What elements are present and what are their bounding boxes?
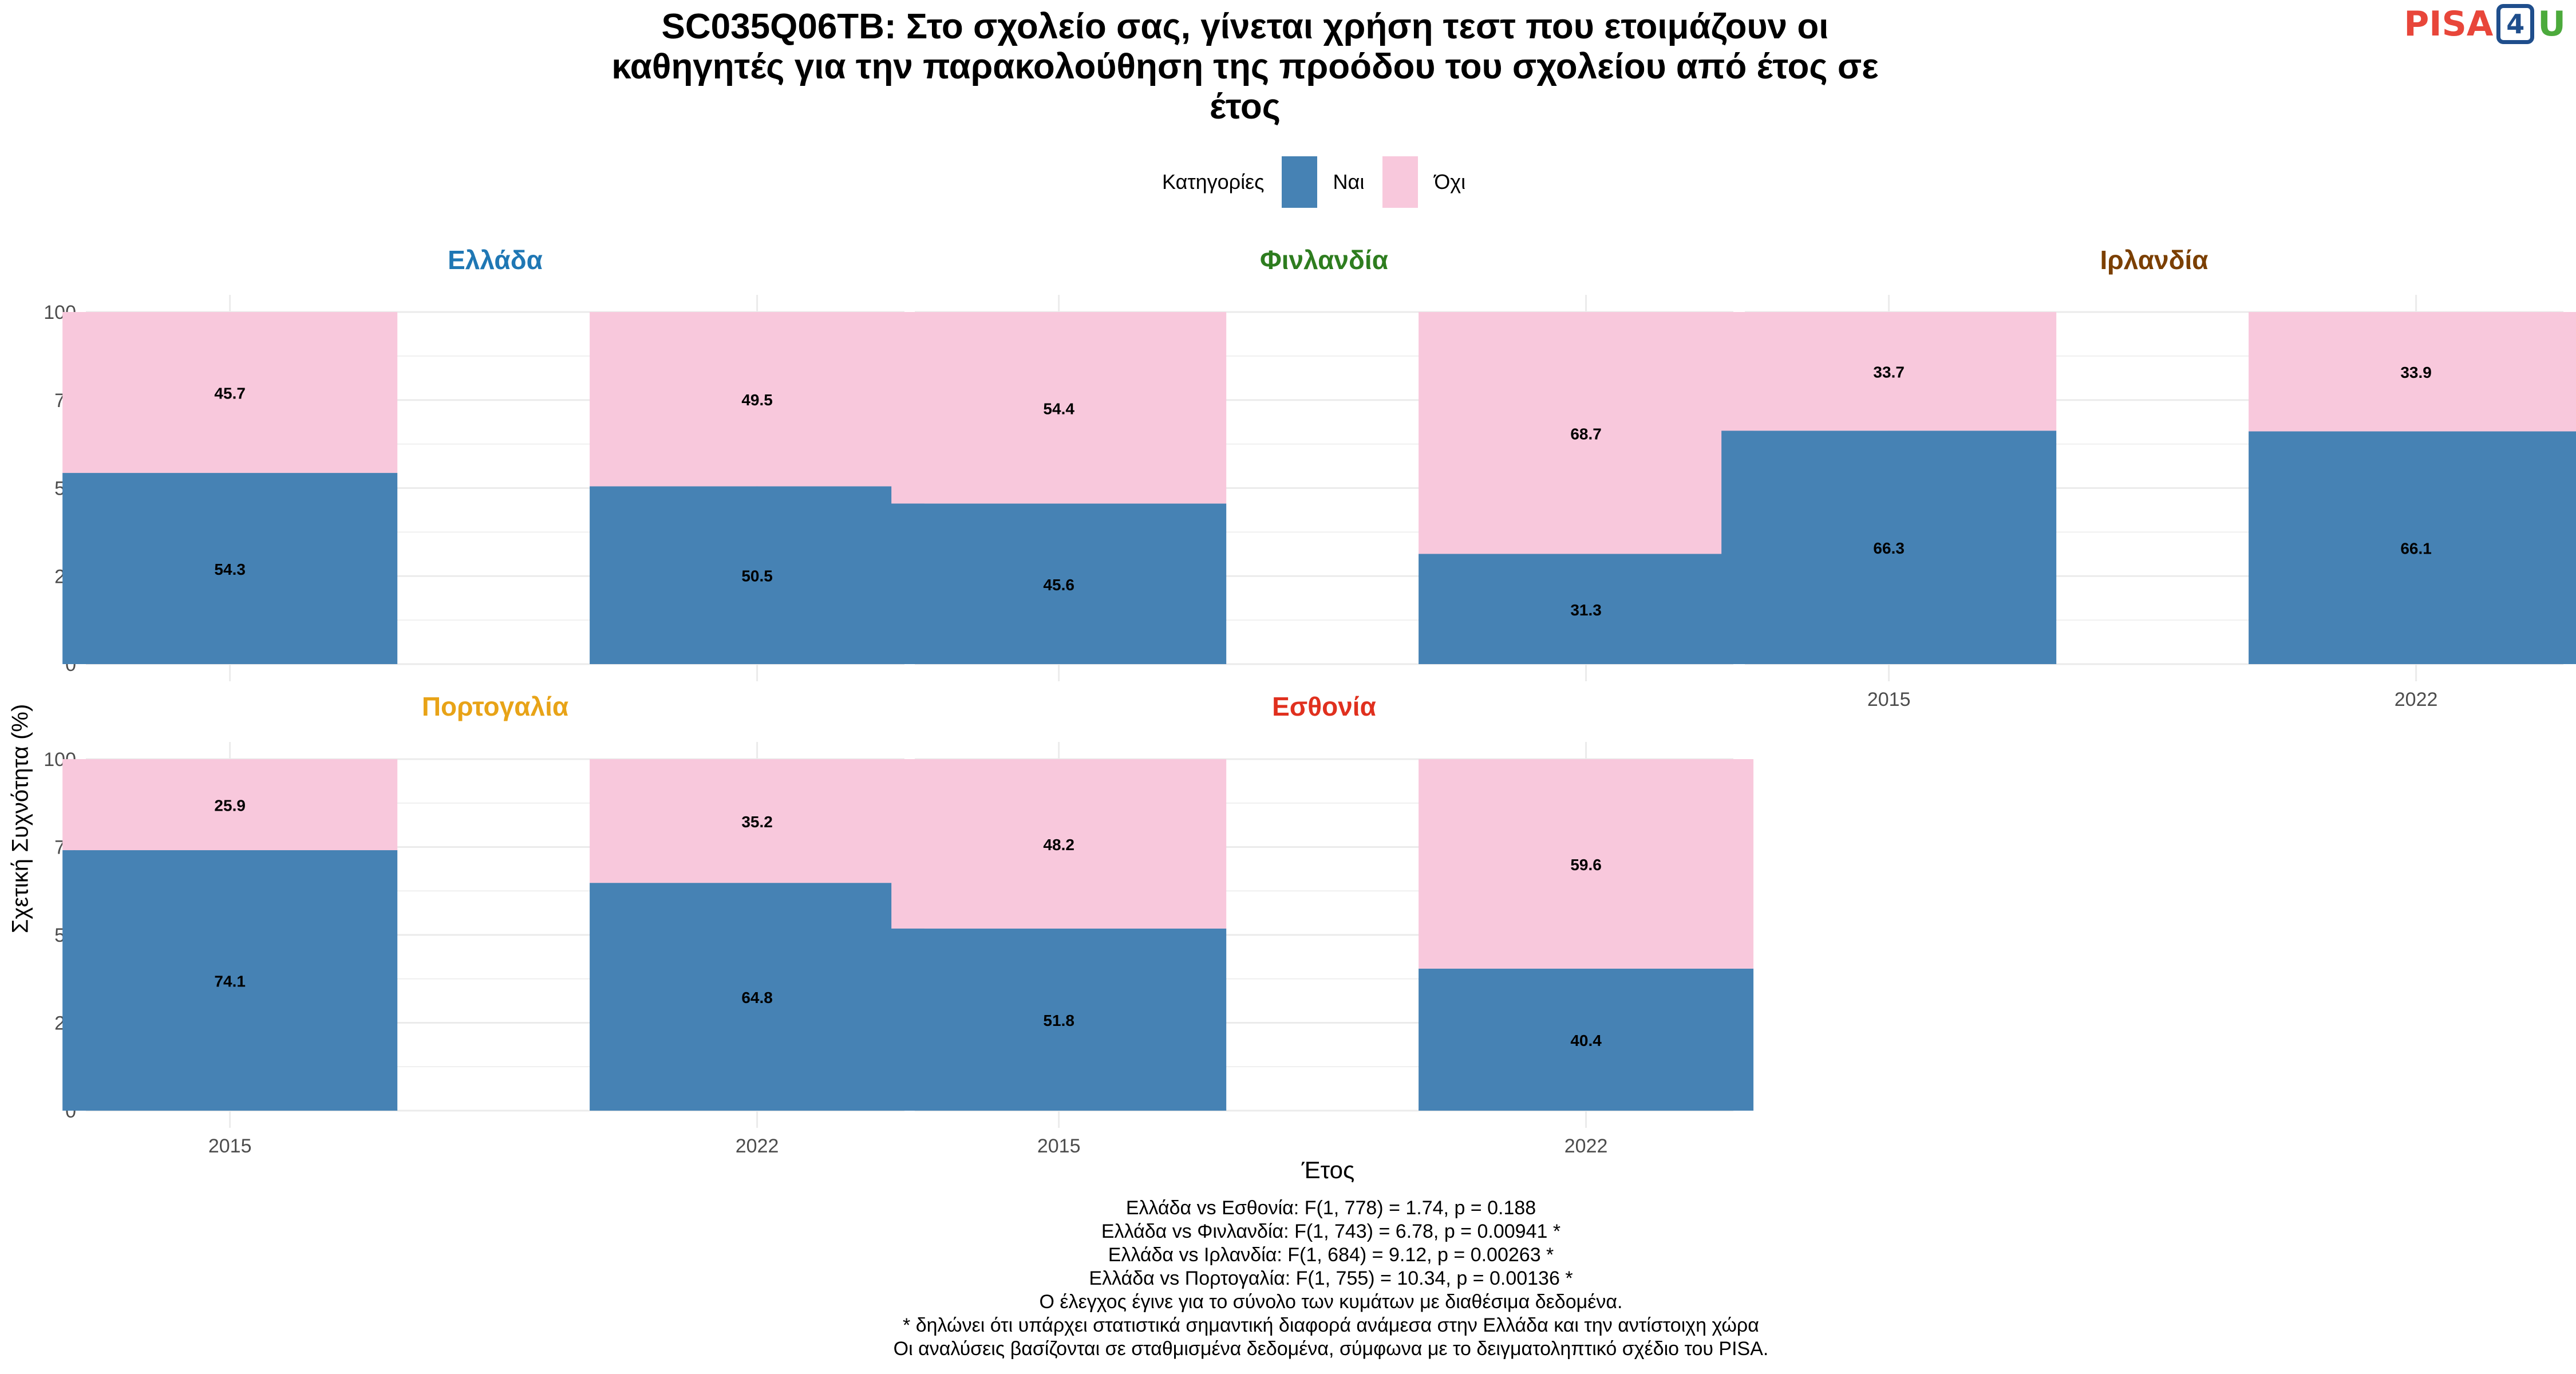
- data-label-yes: 45.6: [1043, 576, 1074, 594]
- title-line: SC035Q06TB: Στο σχολείο σας, γίνεται χρή…: [661, 7, 1829, 46]
- bar-segment-no: [891, 759, 1227, 929]
- panel-title: Εσθονία: [1272, 692, 1376, 721]
- data-label-yes: 54.3: [214, 560, 246, 578]
- x-tick-label: 2022: [2395, 689, 2438, 710]
- legend-swatch-yes: [1281, 156, 1317, 208]
- legend: Κατηγορίες Ναι Όχι: [1162, 155, 1484, 209]
- data-label-yes: 74.1: [214, 973, 246, 990]
- data-label-no: 48.2: [1043, 836, 1074, 854]
- bar-segment-no: [1721, 312, 2057, 431]
- bar-segment-no: [2249, 312, 2576, 432]
- data-label-yes: 51.8: [1043, 1012, 1074, 1029]
- legend-label-no: Όχι: [1434, 169, 1466, 194]
- bar-segment-no: [891, 312, 1227, 504]
- bar-segment-yes: [891, 928, 1227, 1111]
- panel-title: Ελλάδα: [448, 245, 543, 275]
- bar-segment-no: [62, 759, 398, 851]
- caption-line: * δηλώνει ότι υπάρχει στατιστικά σημαντι…: [903, 1314, 1759, 1336]
- bar-segment-yes: [1721, 431, 2057, 664]
- data-label-yes: 66.3: [1873, 539, 1905, 557]
- x-tick-label: 2015: [1037, 1135, 1081, 1157]
- title-line: καθηγητές για την παρακολούθηση της προό…: [611, 47, 1879, 86]
- bar-segment-yes: [62, 473, 398, 664]
- pisa4u-logo: PISA 4 U: [2404, 3, 2566, 45]
- x-tick-label: 2022: [1564, 1135, 1608, 1157]
- data-label-no: 33.7: [1873, 364, 1905, 381]
- bar-segment-yes: [891, 503, 1227, 664]
- y-axis-title: Σχετική Συχνότητα (%): [7, 704, 33, 934]
- data-label-yes: 50.5: [741, 567, 773, 585]
- data-label-no: 25.9: [214, 797, 246, 815]
- bar-segment-no: [1419, 759, 1754, 969]
- data-label-no: 35.2: [741, 813, 773, 831]
- x-axis-title: Έτος: [1301, 1156, 1355, 1183]
- caption-line: Ελλάδα vs Ιρλανδία: F(1, 684) = 9.12, p …: [1108, 1244, 1554, 1266]
- caption-line: Ελλάδα vs Πορτογαλία: F(1, 755) = 10.34,…: [1089, 1268, 1573, 1289]
- bar-segment-no: [590, 759, 925, 883]
- bar-segment-yes: [1419, 554, 1754, 664]
- bar-segment-yes: [590, 883, 925, 1111]
- bar-segment-yes: [2249, 431, 2576, 664]
- data-label-yes: 31.3: [1570, 601, 1602, 619]
- x-tick-label: 2015: [208, 1135, 252, 1157]
- x-tick-label: 2015: [1867, 689, 1911, 710]
- legend-swatch-no: [1382, 156, 1419, 208]
- data-label-no: 33.9: [2400, 364, 2432, 381]
- caption-line: Οι αναλύσεις βασίζονται σε σταθμισμένα δ…: [893, 1338, 1769, 1360]
- chart-title: SC035Q06TB: Στο σχολείο σας, γίνεται χρή…: [487, 7, 2004, 127]
- data-label-no: 68.7: [1570, 425, 1602, 443]
- bar-segment-yes: [62, 850, 398, 1111]
- logo-pisa-text: PISA: [2404, 4, 2494, 44]
- bar-segment-no: [1419, 312, 1754, 554]
- legend-label-yes: Ναι: [1333, 169, 1365, 194]
- data-label-yes: 40.4: [1570, 1032, 1602, 1049]
- title-line: έτος: [1209, 87, 1281, 127]
- bar-segment-yes: [1419, 968, 1754, 1111]
- panel-title: Φινλανδία: [1260, 245, 1388, 275]
- legend-title: Κατηγορίες: [1162, 169, 1265, 194]
- panel-title: Πορτογαλία: [422, 692, 568, 721]
- caption-line: Ελλάδα vs Εσθονία: F(1, 778) = 1.74, p =…: [1125, 1197, 1536, 1219]
- bar-segment-yes: [590, 486, 925, 664]
- caption: Ελλάδα vs Εσθονία: F(1, 778) = 1.74, p =…: [630, 1197, 2032, 1361]
- bar-segment-no: [62, 312, 398, 473]
- x-tick-label: 2022: [736, 1135, 779, 1157]
- data-label-yes: 64.8: [741, 989, 773, 1006]
- data-label-no: 59.6: [1570, 856, 1602, 874]
- caption-line: Ελλάδα vs Φινλανδία: F(1, 743) = 6.78, p…: [1101, 1221, 1561, 1242]
- data-label-yes: 66.1: [2400, 540, 2432, 558]
- bar-segment-no: [590, 312, 925, 487]
- caption-line: Ο έλεγχος έγινε για το σύνολο των κυμάτω…: [1039, 1291, 1623, 1313]
- data-label-no: 49.5: [741, 391, 773, 409]
- data-label-no: 45.7: [214, 385, 246, 402]
- panel-title: Ιρλανδία: [2100, 245, 2208, 275]
- logo-u-text: U: [2538, 4, 2566, 44]
- data-label-no: 54.4: [1043, 400, 1074, 417]
- logo-four-box: 4: [2496, 4, 2535, 44]
